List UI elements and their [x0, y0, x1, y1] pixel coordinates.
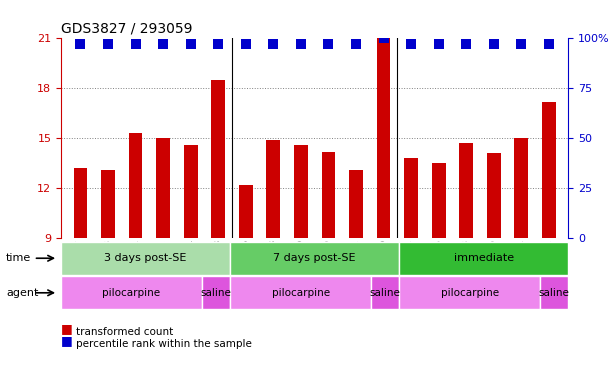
Point — [268, 41, 278, 48]
Text: pilocarpine: pilocarpine — [271, 288, 330, 298]
Bar — [376, 38, 390, 238]
Bar — [101, 170, 115, 238]
Bar — [73, 168, 87, 238]
Bar — [459, 143, 473, 238]
Point — [103, 41, 113, 48]
Point — [131, 41, 141, 48]
Point — [296, 41, 306, 48]
Point — [379, 35, 389, 41]
Point — [351, 41, 361, 48]
Point — [489, 41, 499, 48]
Text: agent: agent — [6, 288, 38, 298]
Bar — [239, 185, 253, 238]
Text: 3 days post-SE: 3 days post-SE — [104, 253, 187, 263]
Bar — [514, 138, 529, 238]
Text: 7 days post-SE: 7 days post-SE — [273, 253, 356, 263]
Bar — [542, 102, 556, 238]
Point — [213, 41, 223, 48]
Text: saline: saline — [539, 288, 569, 298]
Point — [461, 41, 471, 48]
Bar — [404, 158, 418, 238]
Text: pilocarpine: pilocarpine — [441, 288, 499, 298]
Point — [158, 41, 168, 48]
Text: transformed count: transformed count — [76, 327, 174, 337]
Point — [241, 41, 251, 48]
Text: saline: saline — [200, 288, 232, 298]
Text: ■: ■ — [61, 322, 73, 335]
Text: immediate: immediate — [453, 253, 514, 263]
Point — [186, 41, 196, 48]
Bar — [156, 138, 170, 238]
Point — [406, 41, 416, 48]
Bar — [294, 145, 308, 238]
Bar — [487, 153, 500, 238]
Text: saline: saline — [370, 288, 401, 298]
Bar — [349, 170, 363, 238]
Bar — [321, 152, 335, 238]
Text: ■: ■ — [61, 334, 73, 347]
Text: GDS3827 / 293059: GDS3827 / 293059 — [61, 22, 192, 36]
Point — [434, 41, 444, 48]
Point — [544, 41, 554, 48]
Point — [516, 41, 526, 48]
Bar — [184, 145, 197, 238]
Bar — [129, 133, 142, 238]
Text: pilocarpine: pilocarpine — [103, 288, 161, 298]
Text: percentile rank within the sample: percentile rank within the sample — [76, 339, 252, 349]
Bar — [211, 80, 225, 238]
Text: time: time — [6, 253, 31, 263]
Point — [76, 41, 86, 48]
Bar — [266, 140, 280, 238]
Bar — [432, 163, 445, 238]
Point — [324, 41, 334, 48]
